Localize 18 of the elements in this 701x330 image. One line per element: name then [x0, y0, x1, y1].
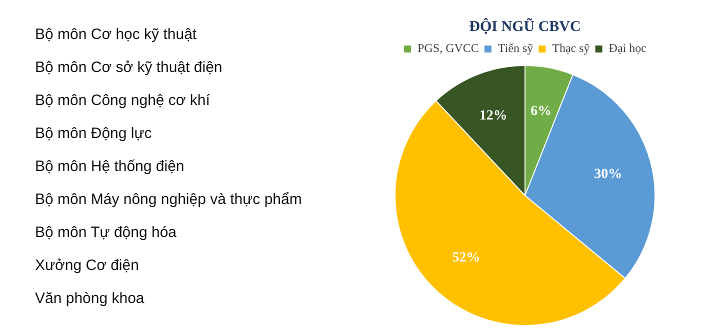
data-label: 30%	[594, 166, 622, 182]
text: Xưởng Cơ điện	[35, 256, 140, 276]
legend-label: PGS, GVCC	[418, 41, 479, 56]
data-label: 12%	[479, 108, 508, 124]
text: Văn phòng khoa	[35, 289, 146, 309]
chart-title: ĐỘI NGŨ CBVC	[469, 16, 581, 35]
text: Bộ môn Hệ thống điện	[35, 157, 186, 177]
data-label: 6%	[530, 104, 552, 119]
legend-label: Đại học	[608, 41, 646, 56]
text: Bộ môn Tự động hóa	[35, 223, 178, 243]
text: Bộ môn Cơ học kỹ thuật	[35, 25, 198, 45]
text: Bộ môn Công nghệ cơ khí	[35, 91, 211, 111]
legend-label: Tiến sỹ	[498, 41, 534, 56]
text: Bộ môn Cơ sở kỹ thuật điện	[35, 58, 224, 78]
data-label: 52%	[452, 250, 480, 266]
text: Bộ môn Động lực	[35, 124, 153, 144]
legend-label: Thạc sỹ	[552, 41, 590, 56]
text: Bộ môn Máy nông nghiệp và thực phẩm	[35, 190, 302, 210]
